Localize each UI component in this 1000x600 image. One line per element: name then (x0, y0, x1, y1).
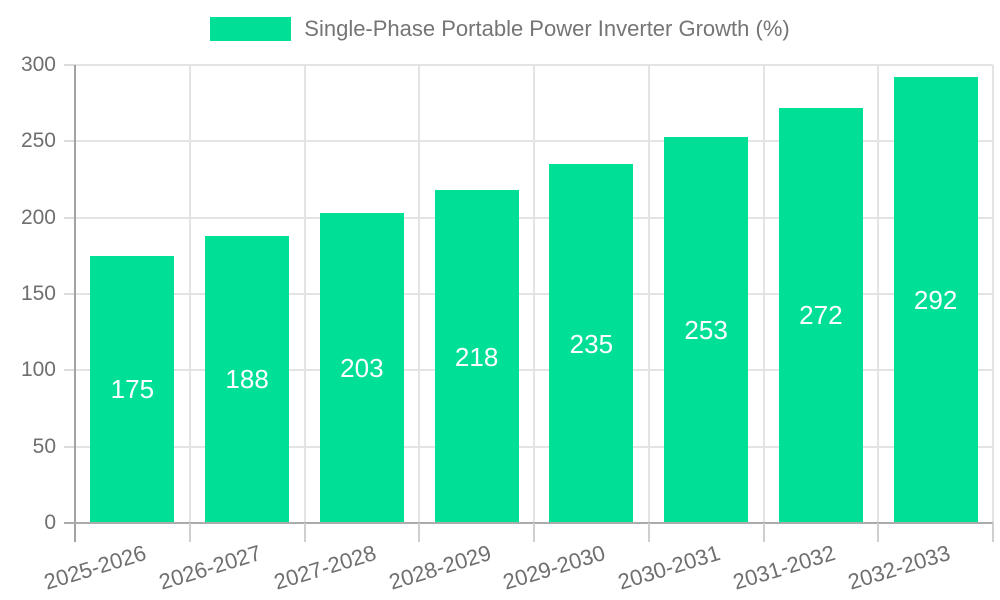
bar (205, 235, 290, 523)
x-tick (188, 523, 191, 542)
y-tick (64, 293, 75, 295)
bar-value-label: 175 (110, 374, 155, 405)
x-tick (992, 523, 994, 542)
x-tick (877, 523, 880, 542)
y-axis-tick-label: 250 (20, 129, 56, 153)
bar-value-label: 188 (225, 364, 269, 395)
bar (778, 107, 863, 523)
x-tick (418, 523, 421, 542)
legend-label[interactable]: Single-Phase Portable Power Inverter Gro… (304, 16, 790, 41)
bar-value-label: 292 (913, 285, 958, 316)
bar-value-label: 272 (799, 300, 843, 331)
bar (90, 255, 175, 523)
bar-value-label: 235 (569, 328, 614, 359)
legend-swatch[interactable] (210, 17, 292, 41)
x-gridline (762, 65, 765, 523)
y-tick (64, 445, 75, 448)
x-gridline (533, 65, 535, 523)
x-tick (647, 523, 650, 542)
x-gridline (303, 65, 306, 523)
x-axis-line (64, 522, 993, 524)
y-axis-tick-label: 300 (20, 53, 56, 76)
x-gridline (877, 65, 880, 523)
bar-value-label: 253 (684, 314, 728, 345)
y-axis-tick-label: 100 (20, 358, 56, 382)
x-gridline (418, 65, 421, 523)
x-tick (533, 523, 535, 542)
x-tick (762, 523, 765, 542)
chart-legend: Single-Phase Portable Power Inverter Gro… (0, 16, 1000, 42)
bar-value-label: 218 (454, 341, 499, 372)
x-gridline (992, 65, 994, 523)
bar (434, 190, 519, 523)
x-gridline (188, 65, 191, 523)
bar (549, 164, 634, 523)
bar (893, 77, 978, 523)
y-axis-tick-label: 50 (32, 434, 56, 458)
y-tick (64, 140, 75, 143)
y-tick (64, 369, 75, 372)
bar-value-label: 203 (340, 353, 384, 384)
x-gridline (647, 65, 650, 523)
x-tick (303, 523, 306, 542)
y-axis-tick-label: 200 (20, 205, 56, 229)
y-tick (64, 64, 75, 66)
y-axis-line (74, 65, 76, 542)
bar (319, 213, 404, 523)
y-axis-tick-label: 0 (44, 511, 56, 534)
bar (664, 136, 749, 523)
y-axis-tick-label: 150 (20, 282, 56, 305)
y-tick (64, 216, 75, 219)
